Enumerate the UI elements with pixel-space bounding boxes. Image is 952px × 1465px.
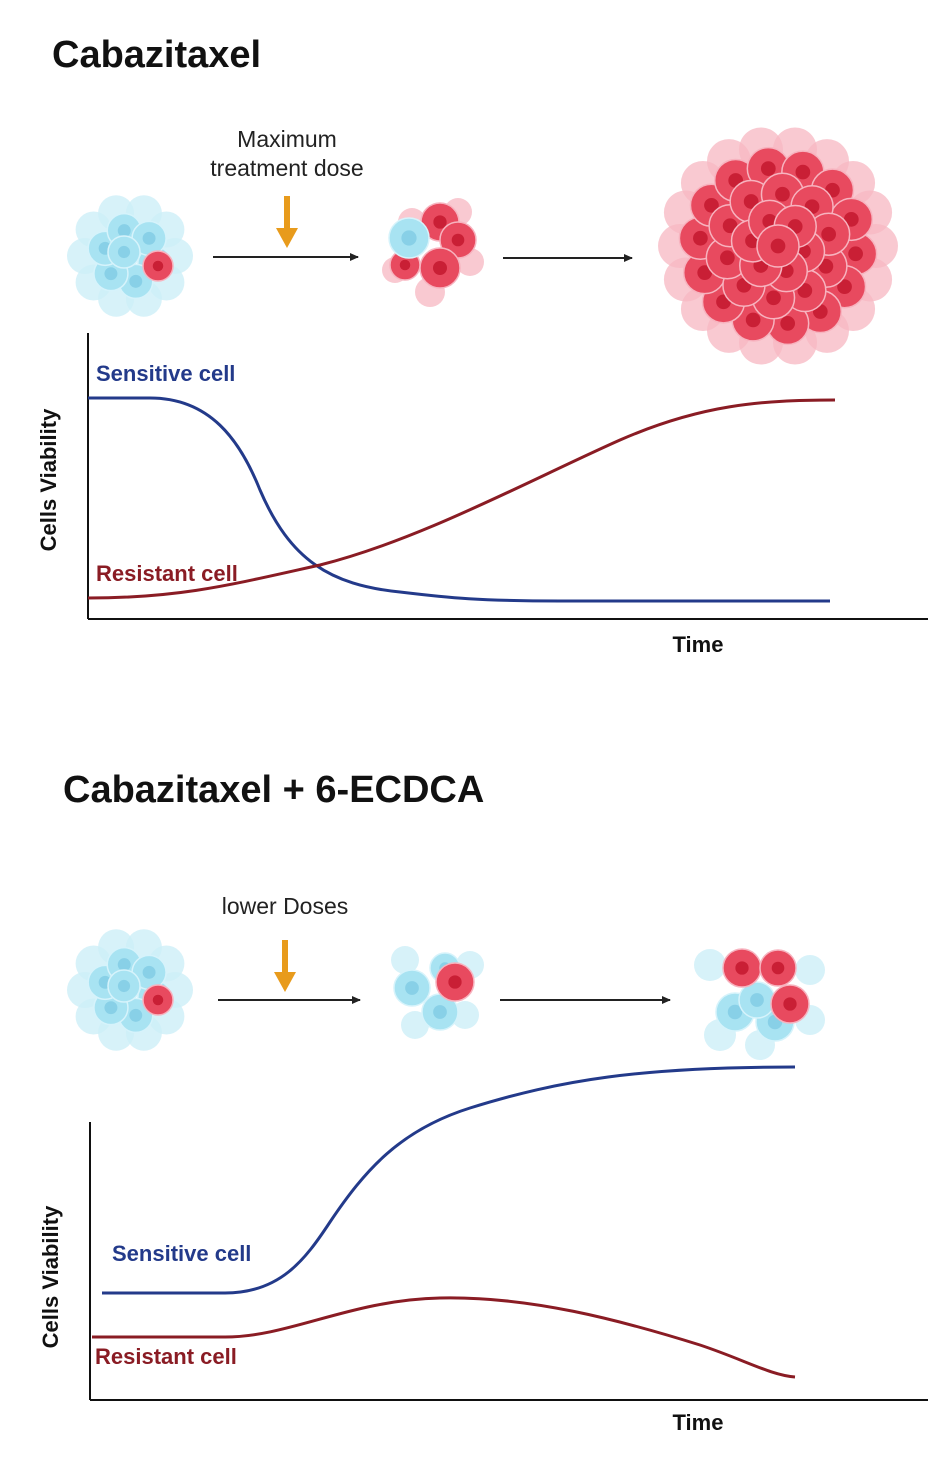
treated-tumor-cluster <box>382 198 484 307</box>
cell-nucleus <box>848 246 863 262</box>
cell-nucleus <box>433 215 447 229</box>
cell-nucleus <box>129 274 143 288</box>
resistant-cell-label: Resistant cell <box>95 1344 237 1369</box>
cell-nucleus <box>745 312 761 328</box>
resistant-tumor-cluster <box>658 127 898 365</box>
cell-nucleus <box>770 238 786 254</box>
cell-nucleus <box>735 961 749 975</box>
cell-nucleus <box>433 1005 447 1019</box>
cell-nucleus <box>760 161 776 176</box>
cell-nucleus <box>117 979 131 993</box>
y-axis-label: Cells Viability <box>38 1205 63 1348</box>
cell-nucleus <box>775 186 790 202</box>
cell-nucleus <box>719 250 735 266</box>
dose-label-line-2: treatment dose <box>210 155 363 181</box>
cell-nucleus <box>766 290 781 306</box>
panel-title: Cabazitaxel <box>52 34 261 76</box>
cell-nucleus <box>405 981 419 995</box>
cell-nucleus <box>448 975 462 989</box>
cell-nucleus <box>152 994 164 1006</box>
initial-tumor-cluster <box>67 195 193 317</box>
cell-nucleus <box>117 224 131 238</box>
dose-label-line-1: Maximum <box>237 126 337 152</box>
resistant-cell-curve <box>92 1296 796 1379</box>
cell-nucleus <box>129 1008 143 1022</box>
cell-nucleus <box>727 1004 743 1020</box>
cell-nucleus <box>117 245 131 259</box>
dose-arrow-icon <box>274 940 296 992</box>
x-axis-label: Time <box>673 632 724 657</box>
cell-nucleus <box>117 958 131 972</box>
panel-cabazitaxel-6-ecdca: Cabazitaxel + 6-ECDCA lower Doses Cells … <box>38 769 928 1435</box>
dose-arrow-icon <box>276 196 298 248</box>
cell-nucleus <box>743 194 759 209</box>
sensitive-cell-faded <box>694 949 726 981</box>
resistant-cell-label: Resistant cell <box>96 561 238 586</box>
cell-nucleus <box>697 265 713 281</box>
cell-nucleus <box>451 233 465 247</box>
cell-nucleus <box>821 226 837 242</box>
resistant-cell-curve <box>87 398 836 600</box>
cell-nucleus <box>399 259 411 271</box>
cell-nucleus <box>722 218 738 234</box>
mixed-tumor-cluster <box>694 948 825 1060</box>
cell-nucleus <box>780 316 796 331</box>
sensitive-cell-faded <box>401 1011 429 1039</box>
cell-nucleus <box>104 1001 118 1015</box>
cell-nucleus <box>795 164 811 180</box>
initial-tumor-cluster <box>67 929 193 1051</box>
cell-nucleus <box>818 258 834 274</box>
sensitive-cell-curve <box>102 1065 796 1295</box>
dose-label-line-1: lower Doses <box>222 893 349 919</box>
cell-nucleus <box>104 267 118 281</box>
x-axis-label: Time <box>673 1410 724 1435</box>
cell-nucleus <box>783 997 797 1011</box>
cell-nucleus <box>401 230 417 246</box>
cell-nucleus <box>704 197 719 213</box>
panel-title: Cabazitaxel + 6-ECDCA <box>63 769 484 811</box>
cell-nucleus <box>152 260 164 272</box>
treated-tumor-cluster <box>391 946 484 1039</box>
cell-nucleus <box>142 965 156 979</box>
cell-nucleus <box>771 961 785 975</box>
sensitive-cell-faded <box>795 955 825 985</box>
sensitive-cell-faded <box>391 946 419 974</box>
sensitive-cell-label: Sensitive cell <box>96 361 235 386</box>
cell-nucleus <box>750 993 764 1007</box>
cell-nucleus <box>843 211 859 227</box>
panel-cabazitaxel: Cabazitaxel Maximum treatment dose Cells… <box>36 34 928 657</box>
sensitive-cell-label: Sensitive cell <box>112 1241 251 1266</box>
cell-nucleus <box>142 231 156 245</box>
cell-nucleus <box>693 230 708 246</box>
cell-nucleus <box>797 283 813 298</box>
cell-nucleus <box>837 279 852 295</box>
y-axis-label: Cells Viability <box>36 408 61 551</box>
cell-nucleus <box>433 261 447 275</box>
